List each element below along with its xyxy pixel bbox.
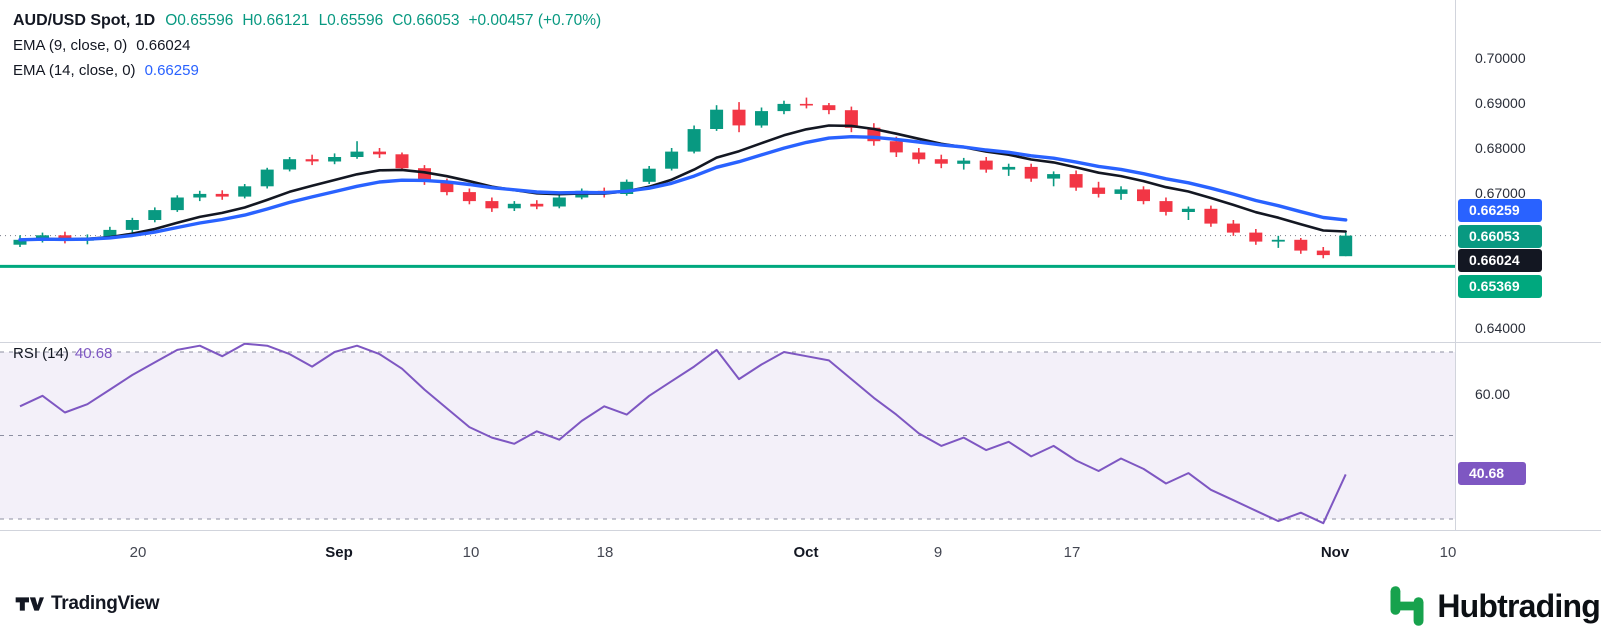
ema14-value: 0.66259: [144, 62, 199, 79]
rsi-line[interactable]: [19, 343, 1347, 525]
time-axis-label: 10: [462, 544, 480, 561]
time-axis-label: Nov: [1320, 544, 1350, 561]
time-axis-label: Sep: [325, 544, 353, 561]
rsi-value: 40.68: [74, 345, 113, 362]
price-tick-label: 0.64000: [1475, 320, 1526, 336]
time-axis-label: 17: [1063, 544, 1081, 561]
price-chart-canvas: [0, 97, 1455, 268]
hubtrading-wordmark: Hubtrading: [1437, 587, 1600, 624]
ohlc-low: L0.65596: [318, 12, 384, 29]
time-axis-label: 9: [933, 544, 943, 561]
rsi-chart-canvas: [0, 343, 1455, 525]
rsi-tick-label: 60.00: [1475, 385, 1511, 402]
rsi-legend-row[interactable]: RSI (14) 40.68: [13, 344, 112, 364]
ema9-line[interactable]: [18, 124, 1347, 242]
tradingview-icon: [15, 597, 44, 611]
time-axis[interactable]: 20 Sep 10 18 Oct 9 17 Nov 10: [0, 530, 1601, 579]
ema9-label: EMA (9, close, 0): [13, 37, 128, 54]
price-tick-label: 0.67000: [1475, 185, 1526, 201]
price-axis-badge: 0.66053: [1458, 225, 1542, 248]
chart-legend: AUD/USD Spot, 1D O0.65596 H0.66121 L0.65596…: [13, 8, 610, 83]
symbol-legend-row[interactable]: AUD/USD Spot, 1D O0.65596 H0.66121 L0.65596…: [13, 8, 610, 33]
time-axis-label: Oct: [793, 544, 819, 561]
price-axis-badge: 0.65369: [1458, 275, 1542, 298]
time-axis-label: 20: [129, 544, 147, 561]
hubtrading-logo: Hubtrading: [1385, 584, 1601, 628]
rsi-label: RSI (14): [13, 345, 69, 362]
ema14-line[interactable]: [18, 134, 1348, 242]
price-tick-label: 0.69000: [1475, 95, 1526, 111]
symbol-title: AUD/USD Spot, 1D: [13, 12, 156, 29]
rsi-axis-badge: 40.68: [1458, 462, 1526, 486]
price-pane[interactable]: [0, 0, 1455, 342]
price-axis-badge: 0.66259: [1458, 199, 1542, 222]
time-axis-label: 18: [596, 544, 614, 561]
price-tick-label: 0.70000: [1475, 50, 1526, 66]
tradingview-wordmark: TradingView: [51, 593, 160, 614]
hubtrading-icon: [1390, 586, 1424, 626]
price-tick-label: 0.68000: [1475, 140, 1526, 156]
price-axis[interactable]: 0.70000 0.69000 0.68000 0.67000 0.64000 0.662…: [1455, 0, 1601, 578]
ohlc-change: +0.00457 (+0.70%): [468, 12, 602, 29]
ohlc-high: H0.66121: [242, 12, 310, 29]
ohlc-close: C0.66053: [392, 12, 460, 29]
time-axis-label: 10: [1439, 544, 1457, 561]
ohlc-open: O0.65596: [165, 12, 234, 29]
rsi-pane[interactable]: [0, 343, 1455, 529]
pane-separator[interactable]: [0, 342, 1601, 343]
ema9-legend-row[interactable]: EMA (9, close, 0) 0.66024: [13, 33, 610, 58]
price-axis-badge: 0.66024: [1458, 249, 1542, 272]
ema14-label: EMA (14, close, 0): [13, 62, 136, 79]
tradingview-logo[interactable]: TradingView: [14, 592, 160, 616]
ema9-value: 0.66024: [136, 37, 191, 54]
ema14-legend-row[interactable]: EMA (14, close, 0) 0.66259: [13, 58, 610, 83]
